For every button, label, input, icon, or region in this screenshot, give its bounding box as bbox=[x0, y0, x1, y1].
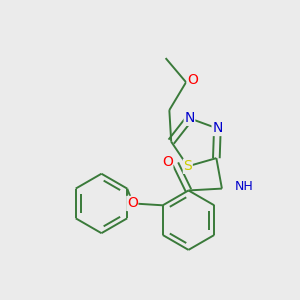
Text: N: N bbox=[212, 122, 223, 135]
Text: O: O bbox=[127, 196, 138, 210]
Text: O: O bbox=[162, 155, 173, 169]
Text: N: N bbox=[184, 111, 195, 125]
Text: S: S bbox=[183, 159, 192, 173]
Text: NH: NH bbox=[235, 180, 254, 193]
Text: O: O bbox=[187, 74, 198, 87]
